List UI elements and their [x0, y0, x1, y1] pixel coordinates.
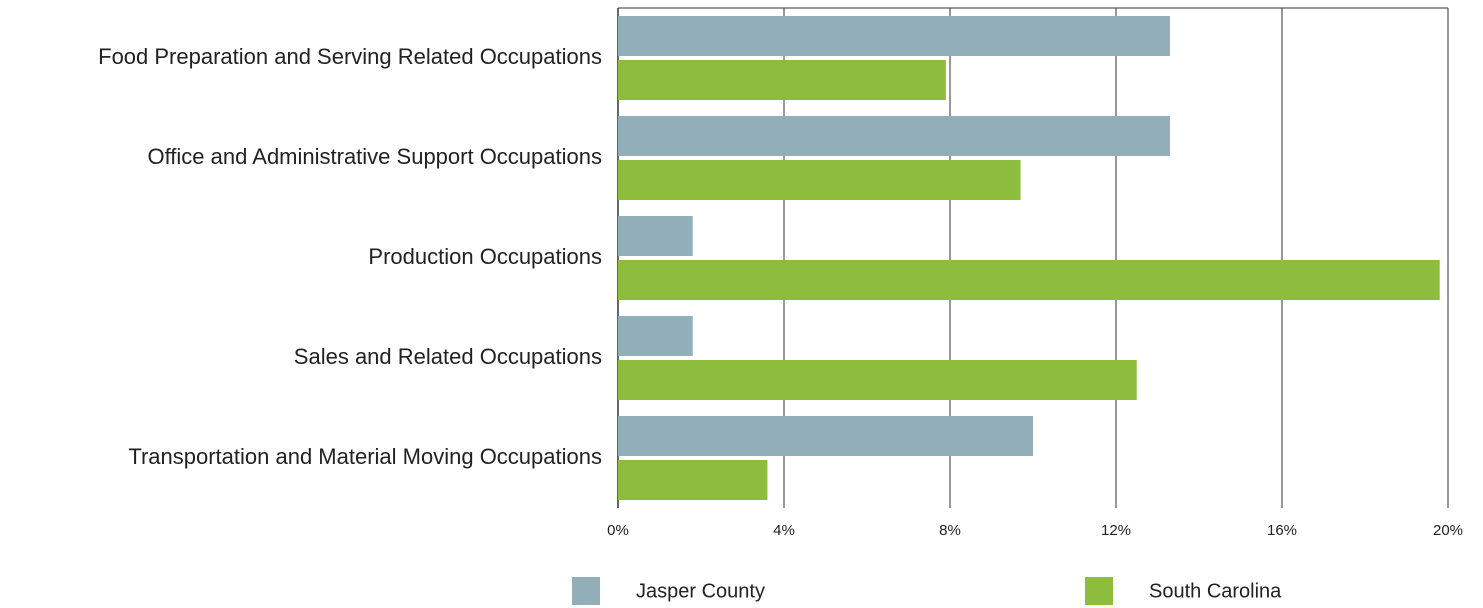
legend-swatch — [572, 577, 600, 605]
y-tick-label: Production Occupations — [368, 244, 602, 269]
bar — [618, 160, 1021, 200]
legend-label: South Carolina — [1149, 580, 1282, 602]
y-tick-label: Transportation and Material Moving Occup… — [128, 444, 602, 469]
bar — [618, 360, 1137, 400]
legend-label: Jasper County — [636, 580, 765, 602]
y-tick-label: Food Preparation and Serving Related Occ… — [98, 44, 602, 69]
x-tick-label: 4% — [773, 522, 795, 539]
bar — [618, 16, 1170, 56]
x-tick-label: 8% — [939, 522, 961, 539]
legend-swatch — [1085, 577, 1113, 605]
x-tick-label: 12% — [1101, 522, 1131, 539]
bar — [618, 416, 1033, 456]
bar — [618, 216, 693, 256]
y-tick-label: Sales and Related Occupations — [294, 344, 602, 369]
bar — [618, 460, 768, 500]
x-tick-label: 16% — [1267, 522, 1297, 539]
bar — [618, 316, 693, 356]
y-tick-label: Office and Administrative Support Occupa… — [147, 144, 602, 169]
bar — [618, 60, 946, 100]
x-tick-label: 20% — [1433, 522, 1463, 539]
bar — [618, 260, 1440, 300]
x-tick-label: 0% — [607, 522, 629, 539]
bar — [618, 116, 1170, 156]
